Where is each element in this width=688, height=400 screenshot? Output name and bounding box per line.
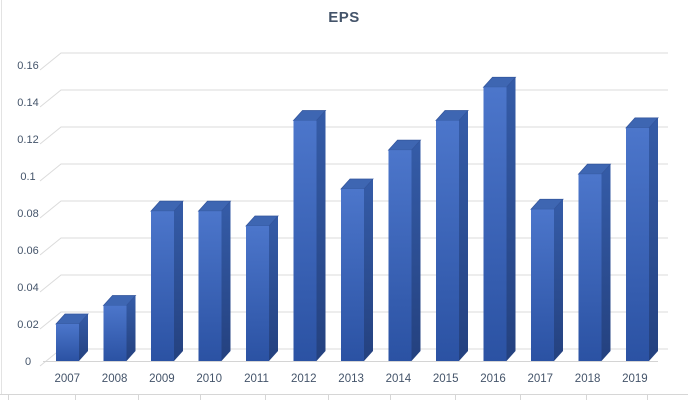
- y-axis-labels: 0 0.02 0.04 0.06 0.08 0.1 0.12 0.14 0.16: [17, 60, 38, 368]
- y-tick-label: 0.02: [17, 319, 38, 331]
- x-axis-labels: 2007 2008 2009 2010 2011 2012 2013 2014 2015 2016…: [55, 373, 648, 385]
- y-tick-label: 0.14: [17, 97, 38, 109]
- bar-2017[interactable]: [530, 198, 564, 361]
- y-tick-label: 0: [25, 356, 31, 368]
- y-tick-label: 0.04: [17, 282, 38, 294]
- bar-2014[interactable]: [387, 139, 422, 361]
- x-tick-label: 2009: [149, 373, 175, 385]
- x-tick-label: 2013: [338, 373, 364, 385]
- x-tick-label: 2012: [291, 373, 317, 385]
- bar-2016[interactable]: [482, 76, 517, 361]
- y-tick-label: 0.1: [20, 171, 35, 183]
- x-tick-label: 2015: [433, 373, 459, 385]
- bar-2018[interactable]: [577, 163, 612, 361]
- bar-2013[interactable]: [340, 178, 374, 361]
- bar-2008[interactable]: [102, 295, 137, 362]
- x-tick-label: 2010: [196, 373, 222, 385]
- bar-series: [55, 76, 659, 362]
- bar-2011[interactable]: [245, 215, 279, 361]
- bar-2012[interactable]: [292, 110, 327, 362]
- bar-2009[interactable]: [150, 200, 184, 361]
- bar-2007[interactable]: [55, 313, 89, 361]
- x-tick-label: 2007: [55, 373, 81, 385]
- y-tick-label: 0.12: [17, 134, 38, 146]
- x-tick-label: 2008: [102, 373, 128, 385]
- x-tick-label: 2019: [622, 373, 648, 385]
- x-tick-label: 2017: [528, 373, 554, 385]
- y-tick-label: 0.06: [17, 245, 38, 257]
- chart-title[interactable]: EPS: [328, 9, 360, 26]
- bar-2010[interactable]: [197, 200, 232, 361]
- x-tick-label: 2014: [386, 373, 412, 385]
- y-tick-label: 0.08: [17, 208, 38, 220]
- x-tick-label: 2016: [480, 373, 506, 385]
- x-tick-label: 2011: [244, 373, 269, 385]
- bar-2019[interactable]: [625, 117, 659, 362]
- bar-2015[interactable]: [435, 110, 469, 362]
- y-tick-label: 0.16: [17, 60, 38, 72]
- x-tick-label: 2018: [575, 373, 601, 385]
